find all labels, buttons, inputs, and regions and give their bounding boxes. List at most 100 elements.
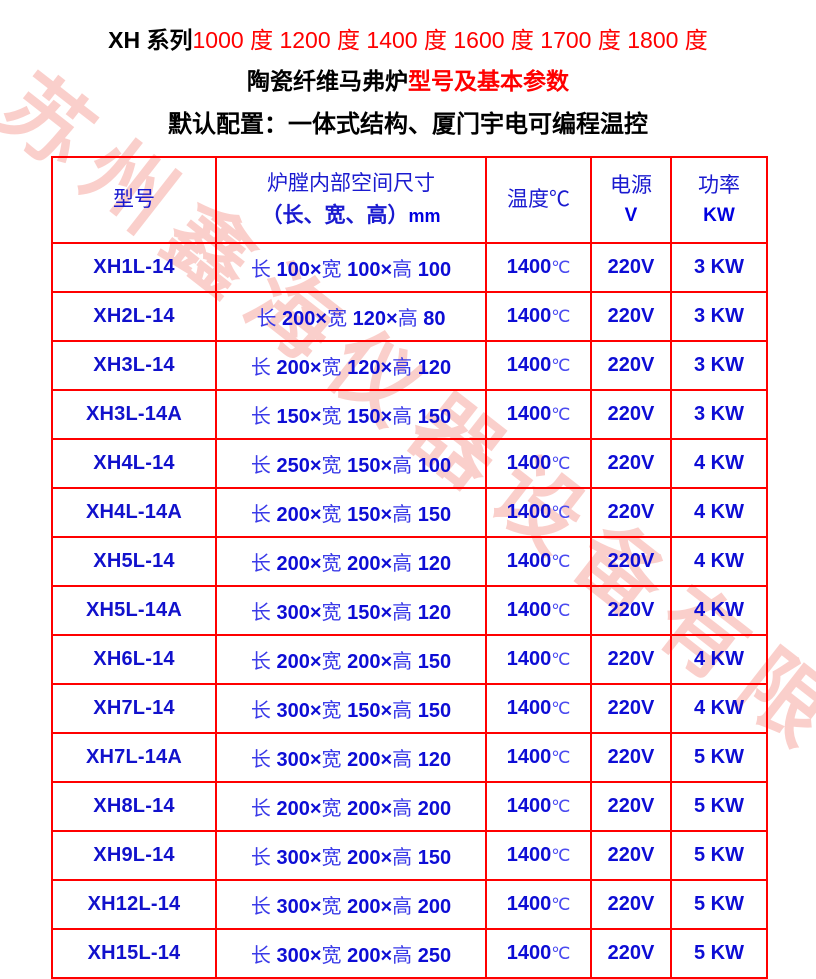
- cell-dimension: 长 300×宽 150×高 120: [215, 585, 487, 636]
- wid-label: 宽: [321, 259, 342, 281]
- wid-value: 150: [347, 700, 381, 722]
- cell-power: 4 KW: [670, 536, 768, 587]
- len-label: 长: [250, 259, 271, 281]
- cell-temperature: 1400℃: [485, 732, 592, 783]
- hei-value: 120: [417, 357, 452, 379]
- cell-power: 4 KW: [670, 487, 768, 538]
- cell-dimension: 长 200×宽 120×高 120: [215, 340, 487, 391]
- hei-value: 120: [417, 553, 452, 575]
- voltage-value: 220V: [607, 844, 655, 866]
- len-label: 长: [250, 945, 271, 967]
- voltage-value: 220V: [607, 452, 655, 474]
- model-value: XH2L-14: [93, 305, 175, 327]
- temp-number: 1400: [506, 305, 552, 327]
- model-value: XH4L-14: [93, 452, 175, 474]
- wid-label: 宽: [321, 406, 342, 428]
- times-2: ×: [380, 798, 393, 820]
- len-value: 300: [276, 847, 310, 869]
- col-header-dimension-unit: mm: [408, 206, 441, 227]
- hei-label: 高: [392, 749, 413, 771]
- len-value: 300: [276, 602, 310, 624]
- model-value: XH5L-14: [93, 550, 175, 572]
- cell-temperature: 1400℃: [485, 536, 592, 587]
- col-header-power-source-label: 电源: [610, 172, 652, 197]
- hei-value: 200: [417, 896, 452, 918]
- table-row: XH7L-14 长 300×宽 150×高 150 1400℃ 220V 4 KW: [51, 683, 768, 734]
- power-value: 4 KW: [694, 550, 744, 572]
- times-1: ×: [309, 700, 322, 722]
- dimension-value: 长 200×宽 120×高 120: [251, 357, 451, 379]
- table-row: XH2L-14 长 200×宽 120×高 80 1400℃ 220V 3 KW: [51, 291, 768, 342]
- wid-value: 150: [347, 406, 381, 428]
- degree-unit: ℃: [551, 307, 571, 326]
- model-value: XH7L-14A: [85, 746, 183, 768]
- cell-dimension: 长 300×宽 200×高 120: [215, 732, 487, 783]
- col-header-model-label: 型号: [113, 187, 155, 212]
- wid-label: 宽: [321, 357, 342, 379]
- hei-value: 120: [417, 749, 452, 771]
- hei-label: 高: [392, 357, 413, 379]
- dimension-value: 长 200×宽 120×高 80: [256, 308, 445, 330]
- cell-temperature: 1400℃: [485, 830, 592, 881]
- times-1: ×: [315, 308, 328, 330]
- table-row: XH3L-14A 长 150×宽 150×高 150 1400℃ 220V 3 KW: [51, 389, 768, 440]
- len-label: 长: [250, 504, 271, 526]
- table-row: XH7L-14A 长 300×宽 200×高 120 1400℃ 220V 5 KW: [51, 732, 768, 783]
- table-row: XH4L-14 长 250×宽 150×高 100 1400℃ 220V 4 KW: [51, 438, 768, 489]
- cell-dimension: 长 250×宽 150×高 100: [215, 438, 487, 489]
- hei-value: 150: [417, 504, 452, 526]
- cell-voltage: 220V: [590, 340, 672, 391]
- temperature-value: 1400℃: [507, 746, 571, 768]
- cell-dimension: 长 200×宽 200×高 150: [215, 634, 487, 685]
- dimension-value: 长 300×宽 200×高 120: [251, 749, 451, 771]
- dimension-value: 长 300×宽 150×高 150: [251, 700, 451, 722]
- wid-label: 宽: [321, 602, 342, 624]
- col-header-power-unit: KW: [703, 205, 735, 227]
- times-2: ×: [380, 504, 393, 526]
- table-row: XH4L-14A 长 200×宽 150×高 150 1400℃ 220V 4 KW: [51, 487, 768, 538]
- cell-model: XH2L-14: [51, 291, 217, 342]
- cell-temperature: 1400℃: [485, 585, 592, 636]
- power-value: 5 KW: [694, 795, 744, 817]
- dimension-value: 长 300×宽 200×高 250: [251, 945, 451, 967]
- len-label: 长: [250, 749, 271, 771]
- wid-label: 宽: [321, 749, 342, 771]
- len-value: 300: [276, 896, 310, 918]
- times-2: ×: [380, 357, 393, 379]
- col-header-power-source: 电源 V: [590, 156, 672, 244]
- title-line-2: 陶瓷纤维马弗炉型号及基本参数: [0, 65, 816, 98]
- power-value: 5 KW: [694, 844, 744, 866]
- col-header-model: 型号: [51, 156, 217, 244]
- hei-value: 100: [417, 259, 452, 281]
- power-value: 5 KW: [694, 942, 744, 964]
- degree-unit: ℃: [551, 797, 571, 816]
- cell-temperature: 1400℃: [485, 879, 592, 930]
- degree-unit: ℃: [551, 552, 571, 571]
- col-header-dimension-line2: （长、宽、高）mm: [217, 199, 485, 232]
- voltage-value: 220V: [607, 354, 655, 376]
- len-label: 长: [250, 847, 271, 869]
- hei-value: 250: [417, 945, 452, 967]
- cell-dimension: 长 300×宽 200×高 150: [215, 830, 487, 881]
- hei-label: 高: [392, 455, 413, 477]
- cell-voltage: 220V: [590, 781, 672, 832]
- cell-model: XH5L-14: [51, 536, 217, 587]
- voltage-value: 220V: [607, 599, 655, 621]
- len-value: 200: [276, 651, 310, 673]
- power-value: 4 KW: [694, 697, 744, 719]
- cell-voltage: 220V: [590, 536, 672, 587]
- dimension-value: 长 300×宽 200×高 150: [251, 847, 451, 869]
- col-header-power: 功率 KW: [670, 156, 768, 244]
- times-1: ×: [309, 847, 322, 869]
- hei-label: 高: [392, 406, 413, 428]
- times-2: ×: [380, 700, 393, 722]
- table-row: XH8L-14 长 200×宽 200×高 200 1400℃ 220V 5 KW: [51, 781, 768, 832]
- wid-value: 200: [347, 749, 381, 771]
- col-header-dimension-line1: 炉膛内部空间尺寸: [267, 170, 435, 195]
- degree-unit: ℃: [551, 846, 571, 865]
- cell-power: 4 KW: [670, 438, 768, 489]
- times-1: ×: [309, 749, 322, 771]
- len-label: 长: [250, 553, 271, 575]
- title-block: XH 系列1000 度 1200 度 1400 度 1600 度 1700 度 …: [0, 0, 816, 142]
- len-value: 200: [276, 357, 310, 379]
